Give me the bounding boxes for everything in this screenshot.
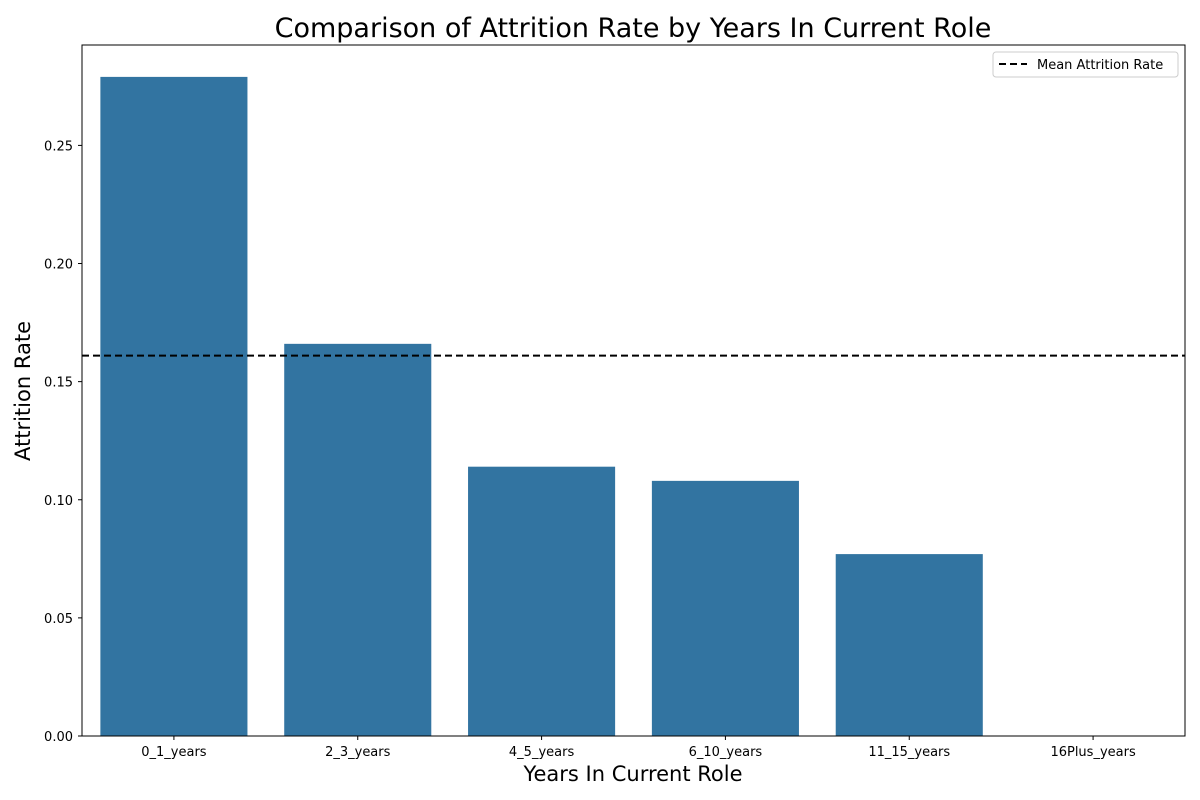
- bars: [100, 76, 983, 736]
- chart-title: Comparison of Attrition Rate by Years In…: [275, 13, 992, 44]
- legend-label: Mean Attrition Rate: [1037, 58, 1163, 73]
- x-tick-label: 11_15_years: [868, 745, 950, 760]
- y-tick-label: 0.20: [44, 258, 73, 273]
- bar-6_10_years: [651, 480, 799, 736]
- bar-4_5_years: [468, 466, 616, 736]
- legend-box: [992, 51, 1179, 78]
- x-tick-label: 4_5_years: [509, 745, 575, 760]
- legend: Mean Attrition Rate: [992, 51, 1179, 78]
- x-tick-label: 6_10_years: [689, 745, 763, 760]
- y-axis: 0.00 0.05 0.10 0.15 0.20 0.25: [44, 139, 82, 745]
- x-tick-label: 2_3_years: [325, 745, 391, 760]
- y-tick-label: 0.10: [44, 494, 73, 509]
- x-axis-title: Years In Current Role: [522, 762, 742, 786]
- y-axis-title: Attrition Rate: [11, 321, 35, 461]
- plot-area: [81, 44, 1186, 737]
- bar-2_3_years: [284, 343, 432, 736]
- y-tick-label: 0.15: [44, 376, 73, 391]
- x-tick-label: 16Plus_years: [1050, 745, 1136, 760]
- x-axis: 0_1_years 2_3_years 4_5_years 6_10_years 11_…: [141, 736, 1136, 760]
- y-tick-label: 0.25: [44, 139, 73, 154]
- y-tick-label: 0.00: [44, 730, 73, 745]
- plot-frame: [81, 44, 1186, 737]
- bar-0_1_years: [100, 76, 248, 736]
- x-tick-label: 0_1_years: [141, 745, 207, 760]
- bar-11_15_years: [835, 554, 983, 736]
- y-tick-label: 0.05: [44, 612, 73, 627]
